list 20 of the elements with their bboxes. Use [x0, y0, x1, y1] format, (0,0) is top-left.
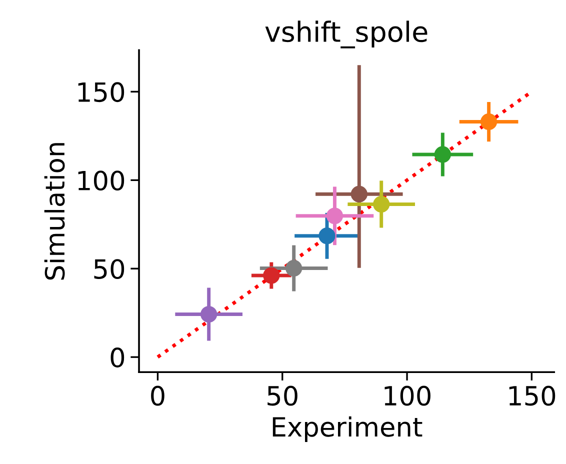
- point: [318, 228, 336, 244]
- x-tick-label: 100: [384, 386, 430, 406]
- x-axis-title: Experiment: [272, 416, 422, 442]
- point: [434, 146, 452, 163]
- point: [373, 196, 390, 213]
- y-axis-title: Simulation: [44, 143, 65, 280]
- x-tick-label: 150: [509, 386, 556, 406]
- point: [480, 113, 498, 130]
- chart-title: vshift_spole: [265, 20, 428, 48]
- point: [350, 186, 368, 202]
- point: [326, 208, 344, 224]
- y-tick-label: 100: [78, 170, 124, 191]
- x-tick-label: 50: [268, 386, 298, 406]
- y-tick-label: 0: [110, 348, 124, 368]
- point: [286, 260, 302, 277]
- x-tick-label: 0: [151, 386, 164, 406]
- point: [200, 306, 218, 323]
- y-tick-label: 50: [94, 259, 124, 280]
- y-tick-label: 150: [78, 82, 124, 102]
- point: [263, 267, 280, 284]
